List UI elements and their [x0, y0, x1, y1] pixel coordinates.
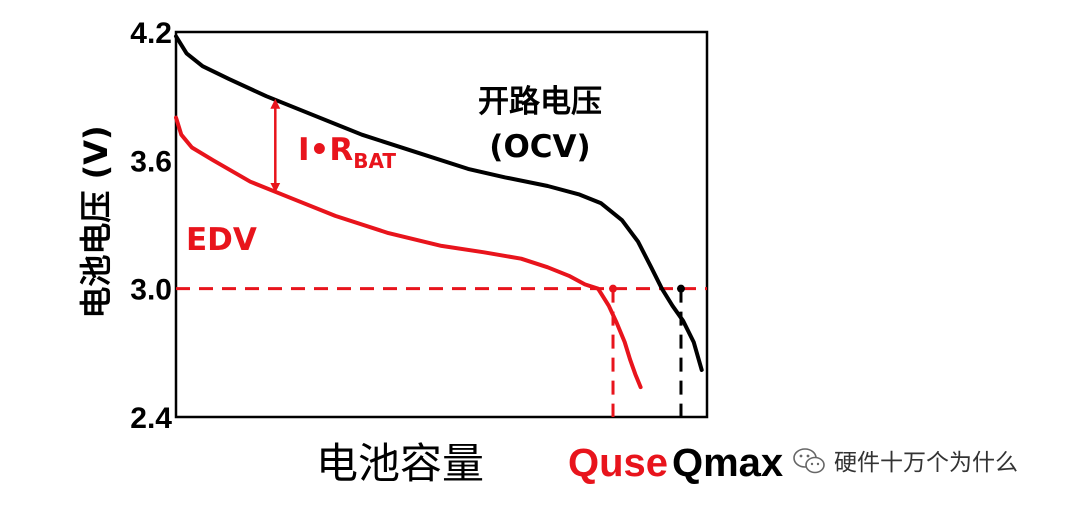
qmax-label: Qmax	[672, 441, 783, 485]
reference-lines	[176, 284, 707, 417]
series-lines	[174, 34, 704, 390]
ocv-label-line1: 开路电压	[478, 84, 602, 120]
y-tick-label: 4.2	[130, 17, 172, 50]
ir-drop-label: I•RBAT	[298, 132, 396, 173]
ir-drop-label-subscript: BAT	[353, 149, 396, 173]
qmax-intersection-marker	[676, 284, 685, 293]
series-line-ocv	[174, 34, 704, 372]
watermark: 硬件十万个为什么	[793, 448, 1018, 476]
quse-intersection-marker	[609, 284, 618, 293]
ir-drop-label-main: I•R	[298, 132, 353, 168]
watermark-text: 硬件十万个为什么	[834, 450, 1018, 476]
y-tick-label: 3.0	[130, 274, 172, 307]
plot-frame	[174, 30, 709, 419]
quse-label: Quse	[568, 441, 668, 485]
y-axis-label: 电池电压 (V)	[77, 125, 115, 318]
ocv-label-line2: (OCV)	[489, 129, 590, 165]
y-tick-label: 3.6	[130, 145, 172, 178]
y-tick-labels: 4.2 3.6 3.0 2.4	[130, 17, 172, 435]
wechat-icon	[793, 448, 825, 474]
series-line-loaded	[174, 115, 643, 390]
edv-label: EDV	[186, 222, 257, 258]
x-axis-label: 电池容量	[316, 439, 484, 488]
y-tick-label: 2.4	[130, 402, 172, 435]
